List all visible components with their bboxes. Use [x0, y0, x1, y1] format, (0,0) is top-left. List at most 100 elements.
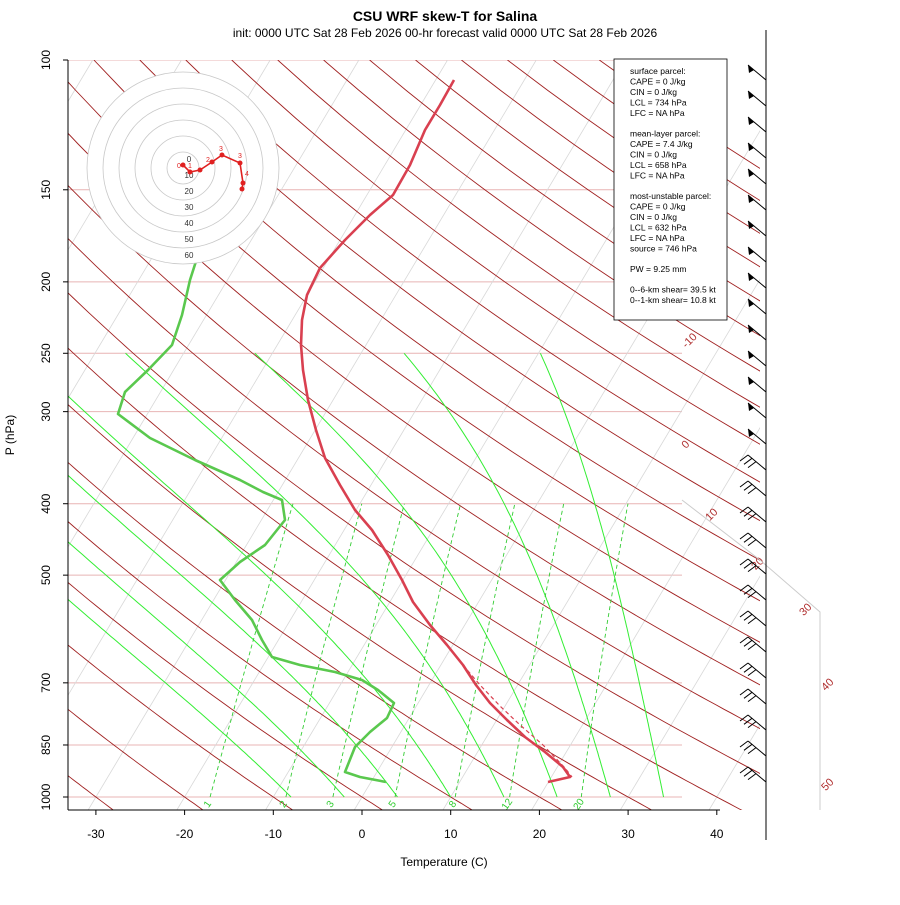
mixing-ratio-line	[581, 504, 628, 797]
hodograph-point	[240, 187, 245, 192]
wind-barb-staff	[748, 663, 766, 678]
wind-barb	[748, 429, 766, 444]
info-line: CAPE = 0 J/kg	[630, 77, 686, 87]
wind-barb	[740, 533, 766, 548]
isotherm-label: 40	[819, 676, 836, 693]
wind-barb-feather	[740, 637, 748, 643]
wind-barb-staff	[748, 689, 766, 704]
wind-barb-feather	[744, 484, 752, 490]
wind-barb	[748, 351, 766, 366]
hodograph-ring-label: 60	[185, 251, 194, 260]
wind-barb	[740, 741, 766, 756]
mixing-ratio-label: 8	[447, 799, 459, 810]
wind-barb-staff	[748, 611, 766, 626]
isotherm-line	[707, 60, 900, 813]
wind-barb	[748, 117, 766, 132]
wind-barb	[748, 221, 766, 236]
info-line: CIN = 0 J/kg	[630, 87, 677, 97]
wind-barb	[740, 481, 766, 496]
dry-adiabat	[232, 60, 900, 813]
hodograph-point	[210, 160, 215, 165]
y-tick-label: 500	[39, 565, 53, 585]
wind-barb-feather	[740, 559, 748, 565]
wind-barb-feather	[748, 540, 756, 546]
wind-barb-staff	[748, 299, 766, 314]
wind-barb-feather	[744, 666, 752, 672]
wind-barb-staff	[748, 169, 766, 184]
hodograph-point	[188, 170, 193, 175]
info-line: LFC = NA hPa	[630, 233, 685, 243]
wind-barb-feather	[744, 640, 752, 646]
info-line: PW = 9.25 mm	[630, 264, 686, 274]
dry-adiabat	[0, 60, 567, 813]
dry-adiabat	[324, 60, 900, 813]
wind-barb-staff	[748, 117, 766, 132]
x-tick-label: -30	[87, 827, 105, 841]
wind-barb	[748, 169, 766, 184]
info-line: LFC = NA hPa	[630, 171, 685, 181]
wind-barb-feather	[744, 458, 752, 464]
y-tick-label: 400	[39, 493, 53, 513]
info-line: CAPE = 7.4 J/kg	[630, 139, 693, 149]
x-tick-label: -20	[176, 827, 194, 841]
dry-adiabat	[278, 60, 900, 813]
y-tick-label: 850	[39, 735, 53, 755]
mixing-ratio-line	[210, 504, 293, 797]
wind-barb-staff	[748, 351, 766, 366]
wind-barb	[748, 325, 766, 340]
wind-barb	[740, 611, 766, 626]
wind-barb-feather	[748, 644, 756, 650]
chart-subtitle: init: 0000 UTC Sat 28 Feb 2026 00-hr for…	[233, 26, 658, 40]
wind-barb-feather	[748, 488, 756, 494]
info-line: CAPE = 0 J/kg	[630, 202, 686, 212]
label-guide	[682, 500, 820, 810]
wind-barb	[740, 689, 766, 704]
wind-barb-staff	[748, 481, 766, 496]
wind-barb-staff	[748, 221, 766, 236]
mixing-ratio-line	[286, 504, 362, 797]
hodograph-point-label: 3	[219, 146, 223, 153]
info-header: most-unstable parcel:	[630, 191, 711, 201]
wind-barb-feather	[748, 670, 756, 676]
wind-barb-feather	[744, 614, 752, 620]
isotherm-label: -10	[680, 331, 700, 351]
x-tick-label: 40	[710, 827, 724, 841]
hodograph-ring-label: 40	[185, 219, 194, 228]
wind-barb-staff	[748, 273, 766, 288]
wind-barb-feather	[740, 767, 748, 773]
hodograph-ring-label: 20	[185, 187, 194, 196]
wind-barb-feather	[740, 689, 748, 695]
hodograph-point	[220, 153, 225, 158]
wind-barb-feather	[740, 611, 748, 617]
x-axis-label: Temperature (C)	[400, 855, 487, 869]
hodograph-point-label: 0	[177, 163, 181, 170]
info-line: LFC = NA hPa	[630, 108, 685, 118]
isotherm-label: 30	[797, 601, 814, 618]
wind-barb-staff	[748, 455, 766, 470]
isotherm-label: 0	[679, 438, 692, 451]
hodograph-point-label: 4	[245, 171, 249, 178]
wind-barb-feather	[744, 692, 752, 698]
info-line: 0--1-km shear= 10.8 kt	[630, 295, 716, 305]
x-tick-label: 10	[444, 827, 458, 841]
y-tick-label: 700	[39, 673, 53, 693]
wind-barb-feather	[748, 462, 756, 468]
isotherm-label: 10	[703, 506, 720, 523]
y-tick-label: 150	[39, 179, 53, 199]
wind-barb-feather	[748, 618, 756, 624]
info-line: LCL = 632 hPa	[630, 223, 687, 233]
wind-barb	[748, 247, 766, 262]
isotherm-line	[353, 60, 803, 813]
y-tick-label: 100	[39, 50, 53, 70]
x-tick-label: 30	[621, 827, 635, 841]
info-line: source = 746 hPa	[630, 244, 697, 254]
wind-barb-feather	[748, 748, 756, 754]
x-tick-label: -10	[265, 827, 283, 841]
wind-barb	[748, 299, 766, 314]
wind-barb-staff	[748, 143, 766, 158]
info-line: CIN = 0 J/kg	[630, 212, 677, 222]
wind-barb-staff	[748, 325, 766, 340]
wind-barb-feather	[744, 536, 752, 542]
wind-barb-staff	[748, 377, 766, 392]
